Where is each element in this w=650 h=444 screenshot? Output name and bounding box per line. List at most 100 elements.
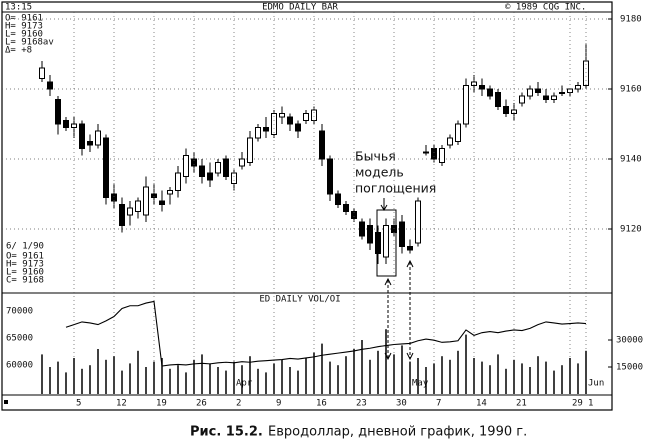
candle-body <box>559 92 565 94</box>
candle-body <box>103 137 109 198</box>
volume-bar <box>529 367 531 394</box>
volume-bar <box>449 359 451 394</box>
oi-line <box>65 300 587 367</box>
candle-body <box>319 130 325 160</box>
candle-body <box>375 232 381 254</box>
candle-body <box>503 106 509 114</box>
candle-body <box>495 92 501 107</box>
candle-body <box>239 158 245 167</box>
quote-line: O= 9161 <box>5 14 43 24</box>
panel-title: ED DAILY VOL/OI <box>259 295 340 305</box>
volume-bar <box>481 361 483 394</box>
month-label: May <box>412 379 429 389</box>
volume-bar <box>233 361 235 394</box>
volume-bar <box>73 358 75 394</box>
volume-bar <box>345 356 347 394</box>
y-tick-label: 9180 <box>620 15 642 25</box>
candle-body <box>207 172 213 181</box>
volume-bar <box>313 352 315 394</box>
x-tick-label: 29 <box>572 399 583 409</box>
volume-bar <box>249 356 251 394</box>
volume-bar <box>281 359 283 394</box>
y-tick-label: 9120 <box>620 225 642 235</box>
volume-bar <box>585 350 587 394</box>
volume-bar <box>577 363 579 394</box>
candle-body <box>95 130 101 146</box>
candle-body <box>447 137 453 146</box>
y-tick-label: 65000 <box>6 334 33 344</box>
volume-bar <box>385 329 387 394</box>
caption-label: Рис. 15.2. <box>190 425 263 440</box>
volume-bar <box>513 359 515 394</box>
x-tick-label: 5 <box>76 399 81 409</box>
candle-body <box>199 165 205 177</box>
quote-line: H= 9173 <box>5 22 43 32</box>
candle-body <box>551 95 557 100</box>
volume-bar <box>209 363 211 394</box>
candle-body <box>87 141 93 146</box>
x-tick-label: 1 <box>588 399 593 409</box>
arrow-head <box>380 204 388 211</box>
quote-line: L= 9160 <box>6 268 44 278</box>
time: 13:15 <box>5 3 32 13</box>
volume-bar <box>257 368 259 394</box>
x-tick-label: 19 <box>156 399 167 409</box>
candle-body <box>263 127 269 132</box>
volume-bar <box>393 354 395 394</box>
candle-body <box>527 88 533 97</box>
candle-body <box>415 200 421 244</box>
volume-bar <box>425 367 427 394</box>
volume-bar <box>137 350 139 394</box>
y-tick-label: 9140 <box>620 155 642 165</box>
candle-body <box>479 85 485 90</box>
candle-body <box>351 211 357 219</box>
annotation: Бычья <box>355 149 396 164</box>
volume-bar <box>473 358 475 394</box>
volume-bar <box>121 370 123 394</box>
candle-body <box>127 207 133 216</box>
volume-bar <box>81 368 83 394</box>
quote-line: L= 9160 <box>5 30 43 40</box>
candle-body <box>295 123 301 132</box>
volume-bar <box>97 349 99 394</box>
candle-body <box>63 120 69 128</box>
candle-body <box>55 99 61 125</box>
x-tick-label: 14 <box>476 399 487 409</box>
candle-body <box>487 88 493 97</box>
candle-body <box>167 190 173 195</box>
quote-line: L= 9168av <box>5 38 54 48</box>
candle-body <box>47 81 53 90</box>
volume-bar <box>569 358 571 394</box>
candle-body <box>471 81 477 86</box>
candle-body <box>519 95 525 104</box>
candle-body <box>575 85 581 90</box>
quote-line: H= 9173 <box>6 260 44 270</box>
volume-bar <box>321 343 323 394</box>
volume-bar <box>361 340 363 394</box>
x-tick-label: 7 <box>436 399 441 409</box>
volume-bar <box>401 345 403 394</box>
volume-bar <box>65 372 67 394</box>
candle-body <box>455 123 461 142</box>
candle-body <box>39 67 45 79</box>
volume-bar <box>265 372 267 394</box>
volume-bar <box>273 363 275 394</box>
x-tick-label: 9 <box>276 399 281 409</box>
y-tick-label: 70000 <box>6 307 33 317</box>
candle-body <box>327 158 333 195</box>
volume-bar <box>217 367 219 394</box>
volume-bar <box>57 361 59 394</box>
candle-body <box>279 113 285 118</box>
volume-bar <box>89 365 91 394</box>
x-tick-label: 26 <box>196 399 207 409</box>
candle-body <box>79 123 85 149</box>
volume-bar <box>177 365 179 394</box>
volume-bar <box>241 365 243 394</box>
candle-body <box>191 158 197 167</box>
y-tick-label: 60000 <box>6 360 33 370</box>
x-tick-label: 30 <box>396 399 407 409</box>
corner-marker <box>4 400 8 404</box>
volume-bar <box>145 367 147 394</box>
candle-body <box>399 221 405 247</box>
